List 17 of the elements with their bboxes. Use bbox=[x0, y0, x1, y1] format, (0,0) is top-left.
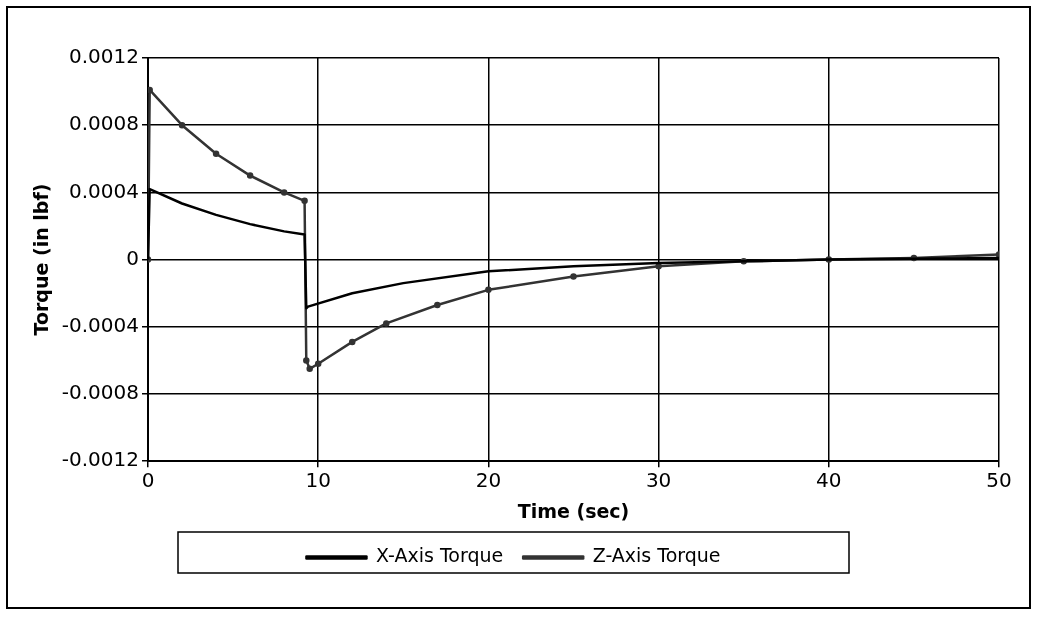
x-tick-label: 40 bbox=[816, 468, 842, 493]
x-tick-label: 30 bbox=[645, 468, 672, 493]
y-tick-label: 0.0008 bbox=[69, 111, 139, 136]
x-tick-label: 20 bbox=[475, 468, 502, 493]
y-tick-label: -0.0012 bbox=[61, 447, 139, 472]
x-tick-label: 50 bbox=[986, 468, 1012, 493]
y-tick-label: -0.0008 bbox=[61, 380, 139, 405]
y-axis-title: Torque (in lbf) bbox=[30, 183, 53, 336]
legend-label: Z-Axis Torque bbox=[592, 544, 721, 567]
y-tick-label: 0.0012 bbox=[69, 44, 139, 69]
x-tick-label: 0 bbox=[141, 468, 155, 493]
y-tick-label: -0.0004 bbox=[61, 313, 139, 337]
y-tick-label: 0 bbox=[126, 245, 139, 270]
x-tick-label: 10 bbox=[305, 468, 331, 493]
legend-label: X-Axis Torque bbox=[375, 544, 504, 567]
x-axis-title: Time (sec) bbox=[517, 499, 630, 522]
y-tick-label: 0.0004 bbox=[69, 178, 139, 203]
